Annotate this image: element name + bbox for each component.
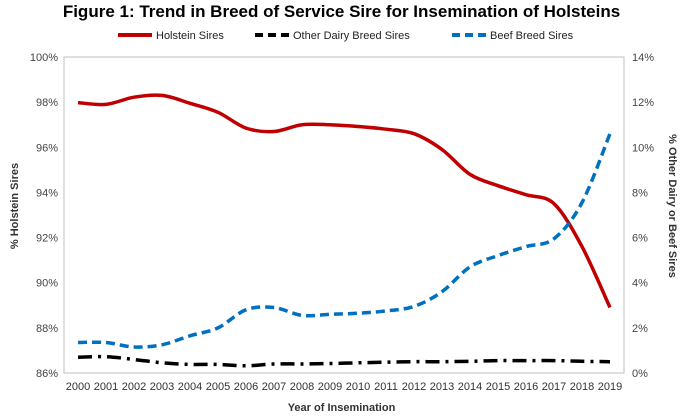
- x-tick-label: 2012: [402, 381, 426, 393]
- right-axis-ticks: 0% 2% 4% 6% 8% 10% 12% 14%: [632, 52, 654, 380]
- x-tick-label: 2015: [486, 381, 510, 393]
- x-tick-label: 2018: [570, 381, 594, 393]
- legend-swatch-holstein: [118, 33, 152, 37]
- series-layer: [77, 93, 612, 368]
- legend-swatch-other-dairy: [255, 33, 289, 37]
- legend-label-beef: Beef Breed Sires: [490, 30, 574, 42]
- chart-title: Figure 1: Trend in Breed of Service Sire…: [62, 2, 621, 21]
- legend-swatch-beef: [452, 33, 486, 37]
- series-line-beef-breed-sires: [77, 133, 612, 349]
- y-right-tick-label: 6%: [632, 233, 648, 245]
- x-tick-label: 2007: [262, 381, 286, 393]
- y-right-tick-label: 2%: [632, 323, 648, 335]
- x-axis-ticks: 2000 2001 2002 2003 2004 2005 2006 2007 2008 2009…: [66, 381, 622, 393]
- x-tick-label: 2002: [122, 381, 146, 393]
- x-axis-label: Year of Insemination: [287, 402, 396, 414]
- y-left-tick-label: 98%: [36, 97, 58, 109]
- x-tick-label: 2009: [318, 381, 342, 393]
- x-tick-label: 2001: [94, 381, 118, 393]
- x-tick-label: 2019: [598, 381, 622, 393]
- x-tick-label: 2005: [206, 381, 230, 393]
- x-tick-label: 2013: [430, 381, 454, 393]
- series-line-holstein-sires: [77, 93, 612, 309]
- y-right-tick-label: 0%: [632, 368, 648, 380]
- legend-label-other-dairy: Other Dairy Breed Sires: [293, 30, 410, 42]
- x-tick-label: 2003: [150, 381, 174, 393]
- y-axis-right-label: % Other Dairy or Beef Sires: [666, 134, 678, 278]
- y-right-tick-label: 12%: [632, 97, 654, 109]
- plot-border: [63, 56, 625, 374]
- y-right-tick-label: 4%: [632, 278, 648, 290]
- x-tick-label: 2011: [374, 381, 398, 393]
- y-right-tick-label: 8%: [632, 187, 648, 199]
- y-right-tick-label: 10%: [632, 142, 654, 154]
- x-tick-label: 2010: [346, 381, 370, 393]
- y-left-tick-label: 94%: [36, 187, 58, 199]
- x-tick-label: 2014: [458, 381, 482, 393]
- legend: Holstein Sires Other Dairy Breed Sires B…: [0, 28, 683, 44]
- series-line-other-dairy-breed-sires: [77, 354, 611, 368]
- plot-area: [63, 56, 625, 374]
- y-left-tick-label: 88%: [36, 323, 58, 335]
- x-tick-label: 2008: [290, 381, 314, 393]
- y-left-tick-label: 86%: [36, 368, 58, 380]
- x-tick-label: 2017: [542, 381, 566, 393]
- x-tick-label: 2016: [514, 381, 538, 393]
- y-left-tick-label: 96%: [36, 142, 58, 154]
- x-tick-label: 2004: [178, 381, 202, 393]
- y-left-tick-label: 92%: [36, 233, 58, 245]
- y-left-tick-label: 90%: [36, 278, 58, 290]
- y-axis-left-label: % Holstein Sires: [9, 162, 21, 250]
- y-left-tick-label: 100%: [30, 52, 58, 64]
- legend-label-holstein: Holstein Sires: [156, 30, 224, 42]
- x-tick-label: 2000: [66, 381, 90, 393]
- left-axis-ticks: 86% 88% 90% 92% 94% 96% 98% 100%: [30, 52, 58, 380]
- x-tick-label: 2006: [234, 381, 258, 393]
- y-right-tick-label: 14%: [632, 52, 654, 64]
